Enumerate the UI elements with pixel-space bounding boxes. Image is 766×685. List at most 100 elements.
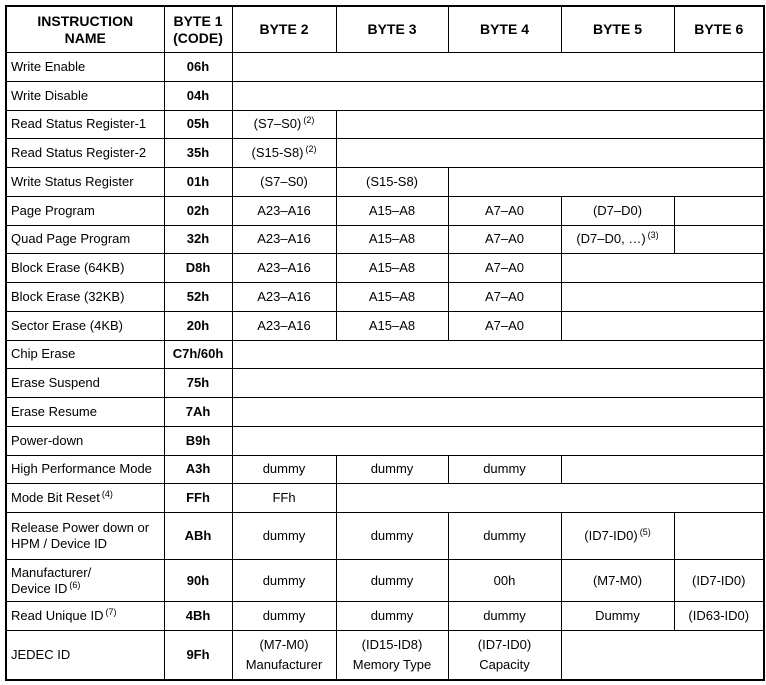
byte-cell: A15–A8	[335, 224, 449, 255]
byte-cell: dummy	[447, 512, 562, 560]
cell-text: (S7–S0) (2)	[253, 115, 315, 132]
cell-text: (M7-M0)	[592, 572, 643, 588]
instruction-code: 32h	[163, 224, 233, 255]
byte-cell: A23–A16	[231, 253, 337, 283]
cell-text: 90h	[186, 572, 210, 588]
cell-text: dummy	[370, 572, 414, 588]
instruction-name: Release Power down or HPM / Device ID	[5, 512, 165, 560]
cell-text: dummy	[483, 607, 526, 623]
cell-text: (S15-S8) (2)	[251, 144, 317, 161]
header-cell: BYTE 3	[335, 5, 449, 53]
byte-cell: dummy	[447, 601, 562, 631]
cell-text: (D7–D0, …) (3)	[576, 230, 659, 247]
cell-text: Read Unique ID (7)	[11, 606, 117, 623]
cell-line: Capacity	[479, 656, 530, 672]
cell-text: A7–A0	[484, 317, 525, 333]
footnote-ref: (7)	[105, 606, 117, 617]
byte-cell: A15–A8	[335, 253, 449, 283]
cell-text: A23–A16	[257, 202, 311, 218]
cell-text: Write Disable	[11, 87, 89, 103]
byte-cell: (M7-M0) Manufacturer	[231, 629, 337, 681]
cell-text: Read Status Register-1	[11, 116, 147, 132]
byte-cell: (M7-M0)	[560, 559, 675, 602]
instruction-name: Write Disable	[5, 80, 165, 111]
byte-cell: (S15-S8)	[335, 167, 449, 197]
cell-text: 00h	[493, 572, 516, 588]
cell-text: A7–A0	[484, 231, 525, 247]
cell-line: Device ID (6)	[11, 579, 81, 596]
byte-cell: dummy	[335, 601, 449, 631]
instruction-row: Manufacturer/Device ID (6) 90h dummy dummy 00…	[5, 559, 765, 602]
cell-text: A15–A8	[368, 202, 416, 218]
cell-text: D8h	[185, 260, 211, 276]
cell-text: 02h	[186, 202, 210, 218]
instruction-name: Erase Resume	[5, 397, 165, 427]
instruction-name: JEDEC ID	[5, 629, 165, 681]
byte-cell: A7–A0	[447, 195, 562, 226]
cell-text: dummy	[370, 607, 414, 623]
instruction-code: 35h	[163, 138, 233, 168]
cell-line: INSTRUCTION	[37, 12, 134, 29]
empty-cell	[560, 253, 765, 283]
cell-text: ABh	[184, 528, 212, 543]
cell-text: A15–A8	[368, 317, 416, 333]
cell-text: BYTE 6	[694, 21, 744, 37]
cell-text: (D7–D0)	[592, 202, 643, 218]
cell-text: 01h	[186, 173, 210, 189]
cell-text: dummy	[262, 528, 306, 543]
instruction-code: 01h	[163, 167, 233, 197]
byte-cell: dummy	[335, 512, 449, 560]
byte-cell: A23–A16	[231, 224, 337, 255]
empty-cell	[447, 167, 765, 197]
empty-cell	[560, 629, 765, 681]
cell-text: dummy	[370, 528, 414, 543]
instruction-code: 75h	[163, 368, 233, 398]
byte-cell: dummy	[447, 454, 562, 485]
cell-text: dummy	[483, 461, 526, 477]
instruction-row: Release Power down or HPM / Device ID ABh d…	[5, 512, 765, 560]
instruction-name: Power-down	[5, 425, 165, 456]
cell-text: 52h	[186, 288, 210, 304]
instruction-name: Quad Page Program	[5, 224, 165, 255]
byte-cell: (ID7-ID0)	[673, 559, 765, 602]
header-cell: BYTE 4	[447, 5, 562, 53]
cell-text: A7–A0	[484, 202, 525, 218]
cell-line: BYTE 1	[173, 12, 223, 29]
byte-cell: dummy	[231, 512, 337, 560]
instruction-name: Erase Suspend	[5, 368, 165, 398]
cell-text: BYTE 3	[367, 21, 417, 37]
byte-cell: A15–A8	[335, 310, 449, 341]
cell-text: dummy	[370, 461, 414, 477]
instruction-row: High Performance Mode A3h dummy dummy dummy	[5, 454, 765, 485]
instruction-name: Mode Bit Reset (4)	[5, 483, 165, 513]
instruction-name: Read Status Register-1	[5, 109, 165, 140]
cell-line: NAME	[64, 29, 106, 46]
cell-text: dummy	[262, 461, 306, 477]
instruction-name: Block Erase (32KB)	[5, 282, 165, 312]
byte-cell: dummy	[335, 559, 449, 602]
empty-cell	[560, 310, 765, 341]
empty-cell	[231, 425, 765, 456]
empty-cell	[335, 138, 765, 168]
empty-cell	[335, 483, 765, 513]
cell-text: 7Ah	[185, 403, 211, 419]
cell-text: BYTE 2	[259, 21, 309, 37]
byte-cell: A23–A16	[231, 310, 337, 341]
cell-text: A7–A0	[484, 260, 525, 276]
byte-cell: Dummy	[560, 601, 675, 631]
cell-text: dummy	[483, 528, 526, 543]
instruction-code: 06h	[163, 52, 233, 82]
empty-cell	[673, 195, 765, 226]
instruction-code: 05h	[163, 109, 233, 140]
cell-text: A23–A16	[257, 231, 311, 247]
footnote-ref: (6)	[69, 579, 81, 590]
cell-text: (ID7-ID0) (5)	[584, 527, 651, 544]
cell-text: Mode Bit Reset (4)	[11, 489, 113, 506]
instruction-name: Read Unique ID (7)	[5, 601, 165, 631]
empty-cell	[673, 512, 765, 560]
instruction-code: 04h	[163, 80, 233, 111]
cell-line: (ID7-ID0)	[477, 636, 532, 652]
instruction-name: Manufacturer/Device ID (6)	[5, 559, 165, 602]
instruction-row: Page Program 02h A23–A16 A15–A8 A7–A0 (D7–D0)	[5, 195, 765, 226]
